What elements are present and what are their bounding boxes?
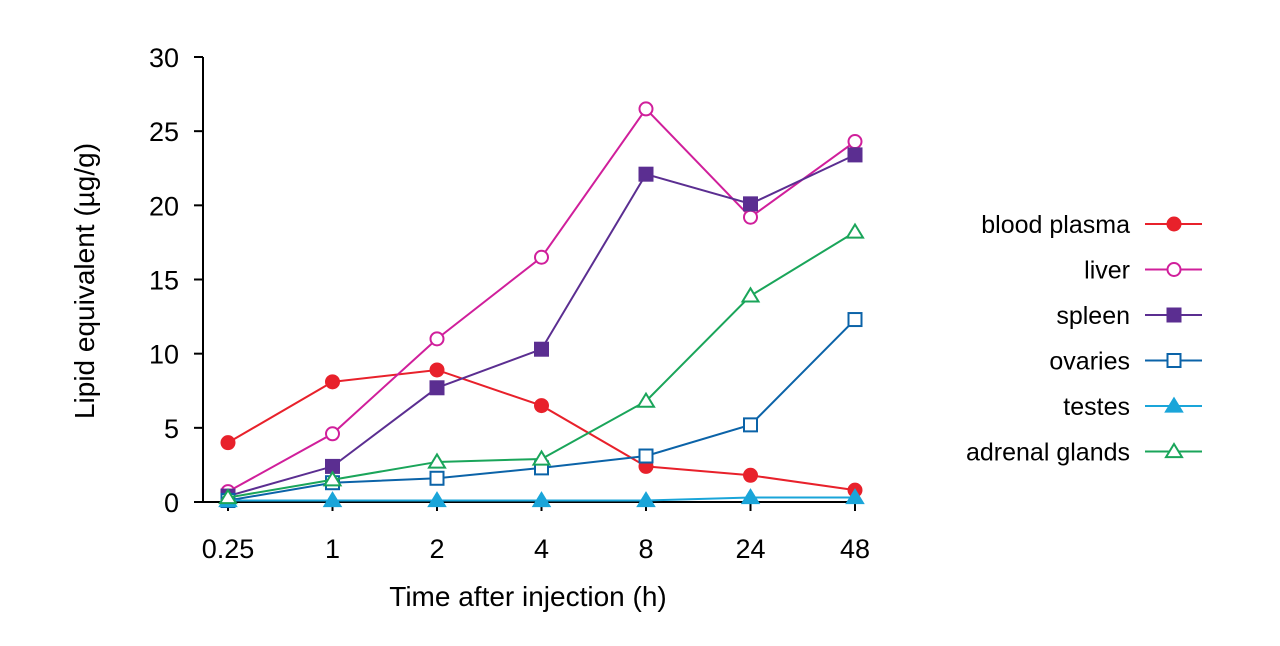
data-point-spleen xyxy=(847,147,863,163)
legend-item-adrenal-glands: adrenal glands xyxy=(966,439,1202,467)
legend-marker xyxy=(1166,262,1182,277)
data-point-adrenal-glands xyxy=(740,286,761,303)
x-tick-label: 0.25 xyxy=(202,534,255,564)
legend-marker xyxy=(1166,216,1182,232)
x-axis-ticks: 0.25 1 2 4 8 24 48 xyxy=(202,502,870,564)
x-tick-label: 1 xyxy=(325,534,340,564)
legend-label: spleen xyxy=(1056,302,1130,330)
data-point-spleen xyxy=(534,341,549,357)
series-adrenal-glands xyxy=(218,222,865,505)
data-point-liver xyxy=(534,249,549,265)
legend-marker xyxy=(1164,396,1184,413)
x-tick-label: 8 xyxy=(638,534,653,564)
series-spleen xyxy=(220,147,863,504)
data-point-testes xyxy=(531,491,552,508)
data-point-spleen xyxy=(429,380,445,396)
data-point-liver xyxy=(847,134,863,150)
data-point-adrenal-glands xyxy=(845,222,865,239)
plot-series xyxy=(218,101,865,509)
y-tick-label: 20 xyxy=(149,191,179,221)
legend-item-blood-plasma: blood plasma xyxy=(981,211,1202,239)
y-tick-label: 5 xyxy=(164,414,179,444)
legend-item-liver: liver xyxy=(1084,257,1202,285)
data-point-testes xyxy=(427,491,447,508)
y-tick-label: 30 xyxy=(149,43,179,73)
series-line-liver xyxy=(227,107,856,493)
data-point-spleen xyxy=(743,196,758,212)
series-liver xyxy=(220,101,863,500)
data-point-liver xyxy=(743,209,758,225)
x-tick-label: 48 xyxy=(840,534,870,564)
data-point-blood-plasma xyxy=(534,398,549,414)
legend-item-ovaries: ovaries xyxy=(1049,348,1202,376)
legend-label: adrenal glands xyxy=(966,439,1130,467)
y-tick-label: 0 xyxy=(164,488,179,518)
y-tick-label: 15 xyxy=(149,266,179,296)
legend-label: ovaries xyxy=(1049,348,1130,376)
x-tick-label: 24 xyxy=(735,534,765,564)
legend-item-testes: testes xyxy=(1063,393,1202,421)
legend-label: testes xyxy=(1063,393,1130,421)
y-axis-title: Lipid equivalent (µg/g) xyxy=(69,143,100,419)
y-tick-label: 10 xyxy=(149,340,179,370)
series-line-spleen xyxy=(227,153,856,498)
legend-marker xyxy=(1166,353,1182,368)
data-point-ovaries xyxy=(638,448,654,464)
data-point-testes xyxy=(322,491,343,508)
data-point-liver xyxy=(638,101,654,117)
data-point-liver xyxy=(325,426,340,442)
x-tick-label: 4 xyxy=(534,534,549,564)
legend-label: liver xyxy=(1084,257,1130,285)
data-point-adrenal-glands xyxy=(427,452,447,469)
data-point-testes xyxy=(740,488,761,505)
data-point-spleen xyxy=(638,166,654,182)
legend-marker xyxy=(1164,442,1184,459)
data-point-liver xyxy=(429,331,445,347)
legend-item-spleen: spleen xyxy=(1056,302,1202,330)
data-point-blood-plasma xyxy=(220,435,236,451)
data-point-blood-plasma xyxy=(743,467,758,483)
data-point-ovaries xyxy=(847,312,863,328)
x-tick-label: 2 xyxy=(429,534,444,564)
legend-marker xyxy=(1166,307,1182,323)
legend-label: blood plasma xyxy=(981,211,1130,239)
data-point-adrenal-glands xyxy=(531,449,552,466)
y-axis-ticks: 0 5 10 15 20 25 30 xyxy=(149,43,203,518)
data-point-blood-plasma xyxy=(429,362,445,378)
legend: blood plasma liver spleen ovaries testes adre… xyxy=(966,211,1202,467)
data-point-testes xyxy=(636,491,656,508)
data-point-adrenal-glands xyxy=(322,470,343,487)
data-point-blood-plasma xyxy=(325,374,340,390)
y-tick-label: 25 xyxy=(149,117,179,147)
series-blood-plasma xyxy=(220,362,863,498)
axes xyxy=(202,57,860,503)
series-testes xyxy=(218,488,865,508)
data-point-testes xyxy=(845,488,865,505)
x-axis-title: Time after injection (h) xyxy=(389,581,667,612)
data-point-adrenal-glands xyxy=(636,391,656,408)
data-point-adrenal-glands xyxy=(218,488,238,505)
data-point-ovaries xyxy=(743,417,758,433)
data-point-ovaries xyxy=(429,470,445,486)
